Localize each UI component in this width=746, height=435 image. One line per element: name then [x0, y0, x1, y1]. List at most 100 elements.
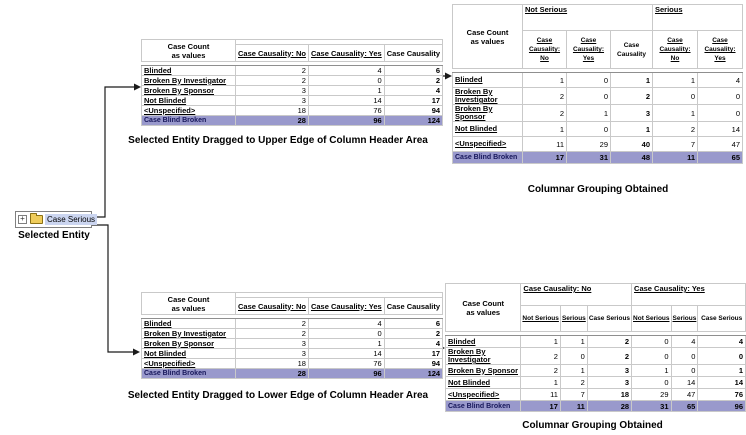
- row-label-broken-by-investigator[interactable]: Broken By Investigator: [452, 87, 523, 105]
- value-cell: 1: [520, 335, 561, 348]
- total-row: Case Blind Broken 28 96 124: [141, 368, 444, 379]
- value-cell: 1: [652, 72, 698, 88]
- value-cell: 1: [697, 364, 746, 377]
- value-cell: 0: [670, 347, 699, 365]
- group-header-case-causality-no[interactable]: Case Causality: No: [520, 283, 633, 306]
- value-cell: 47: [670, 388, 699, 401]
- table-row-broken-by-sponsor: Broken By Sponsor 2 1 3 1 0: [452, 104, 743, 122]
- total-value-cell: 48: [610, 151, 653, 164]
- row-label-broken-by-investigator[interactable]: Broken By Investigator: [141, 328, 236, 339]
- total-value-cell: 28: [235, 368, 309, 379]
- tree-item-case-serious[interactable]: Case Serious: [15, 211, 98, 228]
- value-cell: 0: [631, 347, 672, 365]
- value-cell: 2: [522, 104, 567, 122]
- row-label-broken-by-sponsor[interactable]: Broken By Sponsor: [452, 104, 523, 122]
- value-cell: 2: [520, 347, 561, 365]
- value-cell: 0: [652, 87, 698, 105]
- table-row-blinded: Blinded 1 1 2 0 4 4: [444, 335, 746, 348]
- row-label-not-blinded[interactable]: Not Blinded: [444, 376, 522, 389]
- table-lower-source: Case Count as values Case Causality: No Ca…: [141, 292, 444, 379]
- value-cell: 17: [383, 348, 444, 359]
- pivot-table: Case Count as values Case Causality: No Ca…: [444, 283, 746, 412]
- value-cell: 0: [566, 87, 611, 105]
- value-cell: 76: [697, 388, 746, 401]
- column-header-case-causality-no[interactable]: Case Causality: No: [652, 30, 698, 69]
- row-label-not-blinded[interactable]: Not Blinded: [141, 95, 236, 106]
- connector-to-lower-table: [92, 224, 133, 353]
- total-value-cell: 28: [586, 400, 633, 412]
- column-header-case-causality-no[interactable]: Case Causality: No: [235, 297, 309, 315]
- total-row-label: Case Blind Broken: [141, 368, 236, 379]
- value-cell: 3: [586, 376, 633, 389]
- row-label-unspecified[interactable]: <Unspecified>: [141, 358, 236, 369]
- table-row-not-blinded: Not Blinded 3 14 17: [141, 348, 444, 359]
- table-row-blinded: Blinded 1 0 1 1 4: [452, 72, 743, 88]
- row-label-broken-by-sponsor[interactable]: Broken By Sponsor: [444, 364, 522, 377]
- value-cell: 2: [586, 347, 633, 365]
- table-row-unspecified: <Unspecified> 18 76 94: [141, 358, 444, 369]
- row-label-not-blinded[interactable]: Not Blinded: [141, 348, 236, 359]
- value-cell: 0: [631, 335, 672, 348]
- row-label-broken-by-investigator[interactable]: Broken By Investigator: [444, 347, 522, 365]
- column-header-case-causality-no[interactable]: Case Causality: No: [522, 30, 567, 69]
- column-header-case-causality: Case Causality: [383, 44, 444, 62]
- total-value-cell: 124: [383, 368, 444, 379]
- pivot-table: Case Count as values Case Causality: No Ca…: [141, 292, 444, 379]
- table-row-blinded: Blinded 2 4 6: [141, 318, 444, 329]
- total-value-cell: 65: [697, 151, 743, 164]
- value-cell: 40: [610, 136, 653, 152]
- corner-cell-values-label: Case Count as values: [444, 283, 522, 332]
- value-cell: 0: [697, 347, 746, 365]
- row-label-unspecified[interactable]: <Unspecified>: [452, 136, 523, 152]
- tree-item-label[interactable]: Case Serious: [45, 214, 98, 225]
- column-header-case-causality-yes[interactable]: Case Causality: Yes: [307, 297, 385, 315]
- value-cell: 4: [383, 85, 444, 96]
- expand-plus-icon[interactable]: [18, 215, 27, 224]
- value-cell: 0: [307, 328, 385, 339]
- column-header-case-causality-no[interactable]: Case Causality: No: [235, 44, 309, 62]
- group-header-case-causality-yes[interactable]: Case Causality: Yes: [631, 283, 746, 306]
- column-header-case-serious: Case Serious: [697, 305, 746, 332]
- row-label-broken-by-sponsor[interactable]: Broken By Sponsor: [141, 338, 236, 349]
- column-header-case-causality-yes[interactable]: Case Causality: Yes: [697, 30, 743, 69]
- value-cell: 0: [559, 347, 588, 365]
- total-value-cell: 96: [697, 400, 746, 412]
- column-header-serious[interactable]: Serious: [559, 305, 588, 332]
- row-label-not-blinded[interactable]: Not Blinded: [452, 121, 523, 137]
- group-header-not-serious[interactable]: Not Serious: [522, 4, 653, 31]
- pivot-table: Case Count as values Not Serious Serious Ca…: [452, 4, 743, 164]
- table-row-broken-by-sponsor: Broken By Sponsor 3 1 4: [141, 85, 444, 96]
- value-cell: 1: [652, 104, 698, 122]
- arrowhead-icon: [445, 72, 452, 80]
- table-row-broken-by-investigator: Broken By Investigator 2 0 2 0 0 0: [444, 347, 746, 365]
- value-cell: 1: [559, 335, 588, 348]
- column-header-not-serious[interactable]: Not Serious: [631, 305, 672, 332]
- row-label-broken-by-sponsor[interactable]: Broken By Sponsor: [141, 85, 236, 96]
- total-value-cell: 17: [520, 400, 561, 412]
- column-header-serious[interactable]: Serious: [670, 305, 699, 332]
- total-row: Case Blind Broken 17 11 28 31 65 96: [444, 400, 746, 412]
- row-label-blinded[interactable]: Blinded: [141, 65, 236, 76]
- row-label-blinded[interactable]: Blinded: [141, 318, 236, 329]
- row-label-unspecified[interactable]: <Unspecified>: [141, 105, 236, 116]
- row-label-unspecified[interactable]: <Unspecified>: [444, 388, 522, 401]
- table-row-unspecified: <Unspecified> 11 7 18 29 47 76: [444, 388, 746, 401]
- total-value-cell: 11: [652, 151, 698, 164]
- corner-cell-values-label: Case Count as values: [141, 39, 236, 62]
- value-cell: 11: [522, 136, 567, 152]
- table-upper-result: Case Count as values Not Serious Serious Ca…: [452, 4, 743, 164]
- value-cell: 18: [235, 358, 309, 369]
- entity-caption: Selected Entity: [18, 230, 90, 241]
- row-label-blinded[interactable]: Blinded: [444, 335, 522, 348]
- column-header-case-causality-yes[interactable]: Case Causality: Yes: [566, 30, 611, 69]
- value-cell: 3: [235, 338, 309, 349]
- value-cell: 3: [586, 364, 633, 377]
- column-header-not-serious[interactable]: Not Serious: [520, 305, 561, 332]
- row-label-blinded[interactable]: Blinded: [452, 72, 523, 88]
- group-header-serious[interactable]: Serious: [652, 4, 743, 31]
- value-cell: 47: [697, 136, 743, 152]
- row-label-broken-by-investigator[interactable]: Broken By Investigator: [141, 75, 236, 86]
- value-cell: 2: [520, 364, 561, 377]
- column-header-case-causality-yes[interactable]: Case Causality: Yes: [307, 44, 385, 62]
- value-cell: 14: [697, 121, 743, 137]
